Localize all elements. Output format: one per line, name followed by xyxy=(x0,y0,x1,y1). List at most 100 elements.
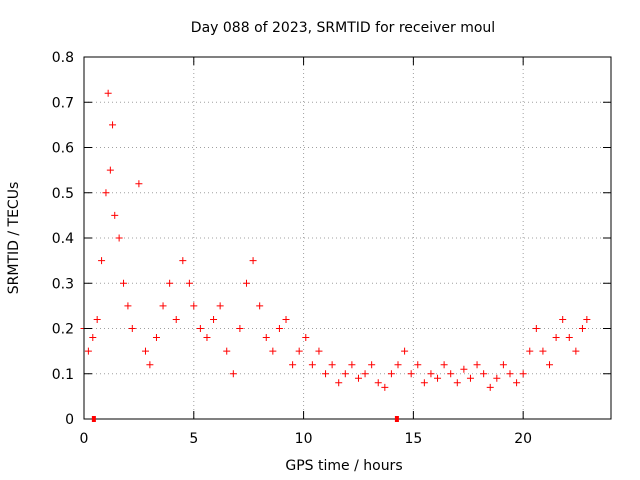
data-point xyxy=(315,347,323,355)
data-point xyxy=(460,365,468,373)
data-point xyxy=(152,334,160,342)
data-point xyxy=(185,279,193,287)
data-point xyxy=(102,189,110,197)
data-point xyxy=(368,361,376,369)
data-point xyxy=(407,370,415,378)
data-point xyxy=(420,379,428,387)
data-point xyxy=(236,325,244,332)
data-point xyxy=(135,180,143,188)
data-point xyxy=(354,374,362,382)
data-point xyxy=(124,302,132,310)
data-point xyxy=(106,166,114,174)
x-tick-label: 0 xyxy=(80,431,89,447)
data-point xyxy=(179,257,187,265)
data-point xyxy=(249,257,257,265)
data-point xyxy=(513,379,521,387)
data-point xyxy=(493,374,501,382)
y-tick-label: 0.5 xyxy=(52,186,74,202)
y-axis-label: SRMTID / TECUs xyxy=(6,182,22,295)
data-point xyxy=(289,361,297,369)
data-points xyxy=(80,89,591,391)
data-point xyxy=(434,374,442,382)
axis-marker xyxy=(394,416,399,422)
data-point xyxy=(328,361,336,369)
data-point xyxy=(229,370,237,378)
y-tick-label: 0.3 xyxy=(52,276,74,292)
data-point xyxy=(166,279,174,287)
chart-title: Day 088 of 2023, SRMTID for receiver mou… xyxy=(191,20,495,36)
y-tick-label: 0.7 xyxy=(52,95,74,111)
data-point xyxy=(532,325,540,332)
data-point xyxy=(269,347,277,355)
data-point xyxy=(374,379,382,387)
axis-marker xyxy=(91,416,96,422)
data-point xyxy=(341,370,349,378)
data-point xyxy=(414,361,422,369)
data-point xyxy=(172,315,180,323)
data-point xyxy=(427,370,435,378)
data-point xyxy=(302,334,310,342)
data-point xyxy=(109,121,117,129)
data-point xyxy=(282,315,290,323)
x-tick-label: 20 xyxy=(514,431,532,447)
data-point xyxy=(295,347,303,355)
data-point xyxy=(387,370,395,378)
data-point xyxy=(440,361,448,369)
data-point xyxy=(98,257,106,265)
axis-ticks: 0 0.1 0.2 0.3 0.4 0.5 0.6 0.7 0.8 0 5 10 15 20 xyxy=(52,50,611,447)
data-point xyxy=(486,383,494,391)
grid-lines xyxy=(84,57,611,419)
data-point xyxy=(115,234,123,242)
data-point xyxy=(473,361,481,369)
x-tick-label: 10 xyxy=(295,431,313,447)
x-tick-label: 5 xyxy=(189,431,198,447)
data-point xyxy=(401,347,409,355)
axis-markers xyxy=(91,416,399,422)
data-point xyxy=(216,302,224,310)
data-point xyxy=(546,361,554,369)
data-point xyxy=(223,347,231,355)
data-point xyxy=(128,325,136,332)
y-tick-label: 0 xyxy=(65,412,74,428)
data-point xyxy=(572,347,580,355)
data-point xyxy=(203,334,211,342)
y-tick-label: 0.2 xyxy=(52,322,74,338)
data-point xyxy=(308,361,316,369)
data-point xyxy=(275,325,283,332)
y-tick-label: 0.8 xyxy=(52,50,74,66)
data-point xyxy=(394,361,402,369)
data-point xyxy=(447,370,455,378)
data-point xyxy=(120,279,128,287)
data-point xyxy=(190,302,198,310)
data-point xyxy=(565,334,573,342)
data-point xyxy=(466,374,474,382)
data-point xyxy=(552,334,560,342)
data-point xyxy=(506,370,514,378)
data-point xyxy=(559,315,567,323)
data-point xyxy=(141,347,149,355)
data-point xyxy=(93,315,101,323)
data-point xyxy=(196,325,204,332)
data-point xyxy=(361,370,369,378)
y-tick-label: 0.6 xyxy=(52,141,74,157)
data-point xyxy=(381,383,389,391)
y-tick-label: 0.4 xyxy=(52,231,74,247)
data-point xyxy=(104,89,112,97)
data-point xyxy=(146,361,154,369)
data-point xyxy=(159,302,167,310)
data-point xyxy=(578,325,586,332)
data-point xyxy=(453,379,461,387)
data-point xyxy=(210,315,218,323)
data-point xyxy=(335,379,343,387)
x-tick-label: 15 xyxy=(404,431,422,447)
data-point xyxy=(583,315,591,323)
data-point xyxy=(526,347,534,355)
data-point xyxy=(111,211,119,219)
data-point xyxy=(519,370,527,378)
data-point xyxy=(322,370,330,378)
data-point xyxy=(84,347,92,355)
data-point xyxy=(256,302,264,310)
data-point xyxy=(539,347,547,355)
